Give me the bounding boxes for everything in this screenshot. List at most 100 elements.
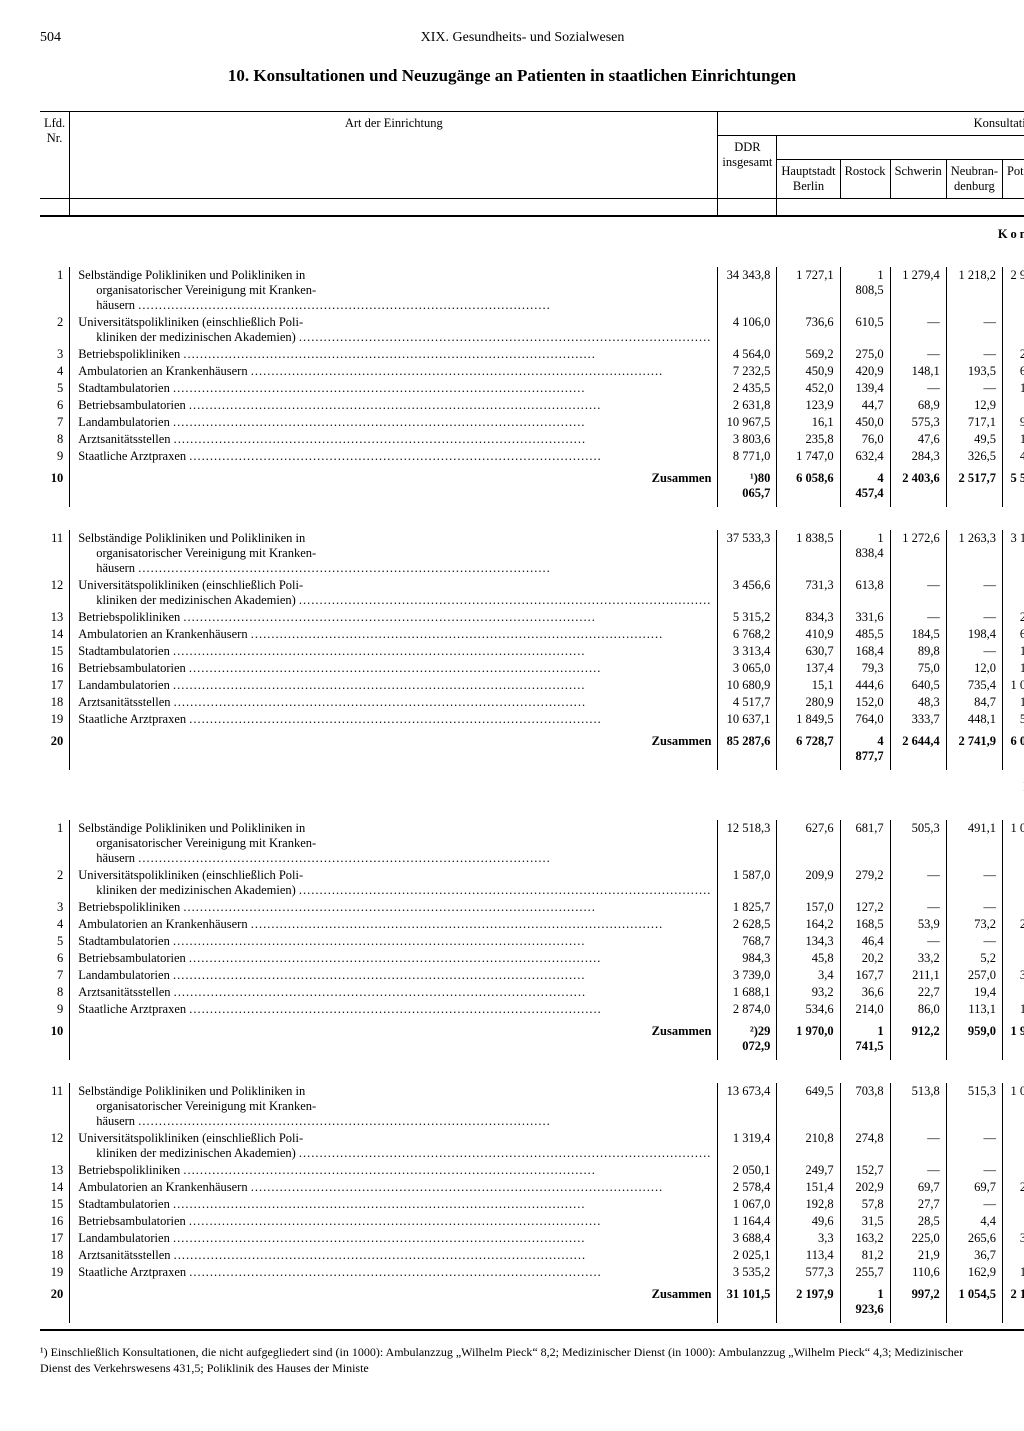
row-nr: 8 <box>40 431 70 448</box>
data-cell: 4 457,4 <box>840 465 890 507</box>
table-row: 3 Betriebspolikliniken 4 564,0 569,2 275… <box>40 346 1024 363</box>
data-cell: 49,6 <box>777 1213 840 1230</box>
data-cell: — <box>890 933 946 950</box>
data-cell: 4,4 <box>946 1213 1002 1230</box>
table-row: 12 Universitätspolikliniken (einschließl… <box>40 1130 1024 1162</box>
data-cell: 735,4 <box>946 677 1002 694</box>
data-cell: 577,3 <box>777 1264 840 1281</box>
data-cell: 3 456,6 <box>718 577 777 609</box>
data-cell: 1 825,7 <box>718 899 777 916</box>
row-nr: 6 <box>40 950 70 967</box>
data-cell: 644,6 <box>1002 626 1024 643</box>
row-desc: Selbständige Polikliniken und Poliklinik… <box>70 1083 718 1130</box>
table-row: 12 Universitätspolikliniken (einschließl… <box>40 577 1024 609</box>
row-desc: Arztsanitätsstellen <box>70 694 718 711</box>
data-cell: 649,5 <box>777 1083 840 1130</box>
data-cell: — <box>946 346 1002 363</box>
data-cell: 513,8 <box>890 1083 946 1130</box>
data-cell: 630,7 <box>777 643 840 660</box>
row-nr: 1 <box>40 820 70 867</box>
data-cell: 123,9 <box>777 397 840 414</box>
data-cell: 1 838,4 <box>840 530 890 577</box>
data-cell: 33,2 <box>890 950 946 967</box>
data-cell: 3 688,4 <box>718 1230 777 1247</box>
data-cell: — <box>1002 577 1024 609</box>
row-desc: Stadtambulatorien <box>70 933 718 950</box>
row-nr: 18 <box>40 694 70 711</box>
section-year: 19 <box>40 507 1024 530</box>
data-cell: 1 049,1 <box>1002 820 1024 867</box>
data-cell: — <box>1002 314 1024 346</box>
table-row: 11 Selbständige Polikliniken und Polikli… <box>40 530 1024 577</box>
hdr-desc: Art der Einrichtung <box>70 112 718 199</box>
section-year: 19 <box>40 797 1024 820</box>
row-desc: Staatliche Arztpraxen <box>70 711 718 728</box>
row-desc: Selbständige Polikliniken und Poliklinik… <box>70 267 718 314</box>
data-cell: 94,1 <box>1002 899 1024 916</box>
row-nr: 18 <box>40 1247 70 1264</box>
data-cell: 357,9 <box>1002 1230 1024 1247</box>
data-cell: ²)29 072,9 <box>718 1018 777 1060</box>
data-cell: 7 232,5 <box>718 363 777 380</box>
data-cell: 448,1 <box>946 711 1002 728</box>
data-cell: 5 315,2 <box>718 609 777 626</box>
data-cell: 10 637,1 <box>718 711 777 728</box>
data-cell: 211,1 <box>890 967 946 984</box>
data-cell: 2 197,9 <box>777 1281 840 1323</box>
row-nr: 17 <box>40 677 70 694</box>
data-cell: 113,1 <box>946 1001 1002 1018</box>
data-cell: 1 838,5 <box>777 530 840 577</box>
data-cell: 28,5 <box>890 1213 946 1230</box>
table-row: 1 Selbständige Polikliniken und Poliklin… <box>40 820 1024 867</box>
table-row: 17 Landambulatorien 10 680,9 15,1 444,6 … <box>40 677 1024 694</box>
data-cell: 79,3 <box>840 660 890 677</box>
data-cell: 2 741,9 <box>946 728 1002 770</box>
data-cell: 8 771,0 <box>718 448 777 465</box>
row-desc: Zusammen <box>70 1018 718 1060</box>
data-cell: 284,3 <box>890 448 946 465</box>
hdr-c3: Schwerin <box>890 160 946 199</box>
row-nr: 15 <box>40 643 70 660</box>
row-nr: 12 <box>40 1130 70 1162</box>
row-desc: Ambulatorien an Krankenhäusern <box>70 1179 718 1196</box>
data-cell: 6 728,7 <box>777 728 840 770</box>
data-cell: 681,7 <box>840 820 890 867</box>
table-row: 5 Stadtambulatorien 768,7 134,3 46,4 — —… <box>40 933 1024 950</box>
row-desc: Betriebspolikliniken <box>70 346 718 363</box>
data-cell: — <box>946 899 1002 916</box>
table-row: 6 Betriebsambulatorien 984,3 45,8 20,2 3… <box>40 950 1024 967</box>
row-desc: Stadtambulatorien <box>70 643 718 660</box>
row-desc: Ambulatorien an Krankenhäusern <box>70 363 718 380</box>
row-desc: Betriebspolikliniken <box>70 609 718 626</box>
data-cell: 4 106,0 <box>718 314 777 346</box>
data-cell: 1 218,2 <box>946 267 1002 314</box>
table-row: 15 Stadtambulatorien 3 313,4 630,7 168,4… <box>40 643 1024 660</box>
table-row: 5 Stadtambulatorien 2 435,5 452,0 139,4 … <box>40 380 1024 397</box>
data-cell: 2 139,2 <box>1002 1281 1024 1323</box>
data-cell: 97,1 <box>1002 1162 1024 1179</box>
data-cell: — <box>946 867 1002 899</box>
data-cell: 113,4 <box>777 1247 840 1264</box>
data-cell: 64,1 <box>1002 1247 1024 1264</box>
data-cell: — <box>946 577 1002 609</box>
row-desc: Betriebsambulatorien <box>70 1213 718 1230</box>
data-cell: 167,7 <box>840 967 890 984</box>
data-cell: 6 768,2 <box>718 626 777 643</box>
data-cell: 1 065,8 <box>1002 677 1024 694</box>
data-cell: 57,8 <box>840 1196 890 1213</box>
data-cell: 1 688,1 <box>718 984 777 1001</box>
data-cell: 275,0 <box>840 346 890 363</box>
data-cell: 263,3 <box>1002 346 1024 363</box>
hdr-c2: Rostock <box>840 160 890 199</box>
data-cell: 36,7 <box>946 1247 1002 1264</box>
data-cell: 157,0 <box>777 899 840 916</box>
row-nr: 10 <box>40 465 70 507</box>
data-cell: — <box>946 933 1002 950</box>
data-cell: 1 263,3 <box>946 530 1002 577</box>
row-nr: 11 <box>40 530 70 577</box>
data-cell: 151,4 <box>777 1179 840 1196</box>
data-cell: 68,9 <box>890 397 946 414</box>
data-cell: 69,7 <box>946 1179 1002 1196</box>
row-nr: 20 <box>40 728 70 770</box>
row-desc: Betriebsambulatorien <box>70 950 718 967</box>
